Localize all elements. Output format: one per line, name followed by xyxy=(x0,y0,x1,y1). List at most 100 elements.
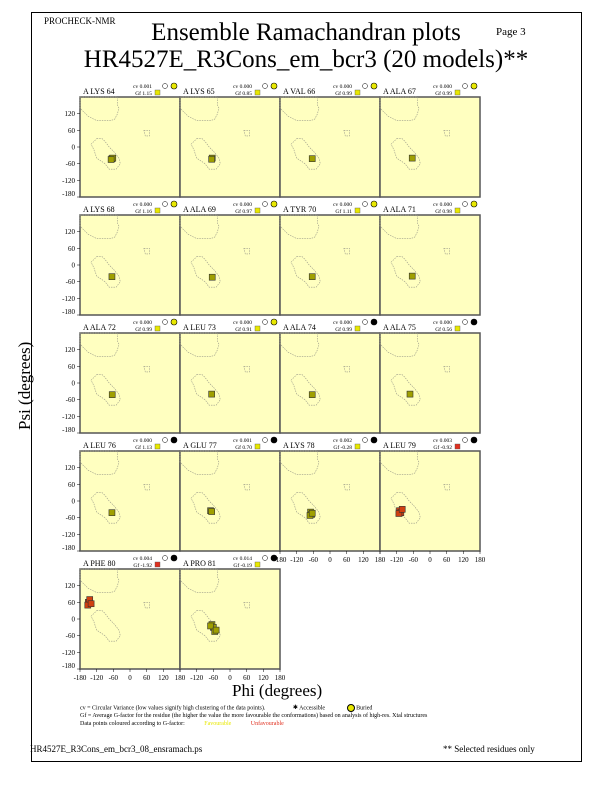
data-point xyxy=(87,600,95,608)
accessible-icon xyxy=(170,554,178,562)
buried-icon xyxy=(370,82,378,90)
panel-background xyxy=(79,96,181,198)
cv-value: cv 0.000 xyxy=(233,202,252,208)
residue-label: A TYR 70 xyxy=(283,205,316,214)
gf-colour-box xyxy=(354,89,361,96)
page-title: Ensemble Ramachandran plots xyxy=(151,19,461,46)
gf-colour-box xyxy=(254,89,261,96)
panel-background xyxy=(379,214,481,316)
x-tick-label: 120 xyxy=(458,556,469,564)
x-tick-label: 60 xyxy=(243,674,251,682)
gf-colour-box xyxy=(254,207,261,214)
gf-value: Gf 0.56 xyxy=(435,326,452,333)
accessible-icon xyxy=(170,436,178,444)
data-point xyxy=(208,273,216,281)
allowed-region-contour xyxy=(390,256,421,288)
y-axis-label: Psi (degrees) xyxy=(15,341,34,430)
x-tick-label: -120 xyxy=(290,556,303,564)
allowed-region-contour xyxy=(243,602,250,609)
y-tick-label: -120 xyxy=(62,177,75,185)
cv-value: cv 0.014 xyxy=(233,556,252,562)
allowed-region-contour xyxy=(443,248,450,255)
data-point xyxy=(408,272,416,280)
clock-icon xyxy=(362,83,368,89)
residue-label: A LYS 68 xyxy=(83,205,115,214)
allowed-region-contour xyxy=(279,450,320,475)
x-tick-label: 60 xyxy=(443,556,451,564)
allowed-region-contour xyxy=(290,492,321,524)
allowed-region-contour xyxy=(390,138,421,170)
data-point xyxy=(107,156,115,163)
x-tick-label: 120 xyxy=(158,674,169,682)
x-tick-label: 0 xyxy=(428,556,432,564)
x-tick-label: -60 xyxy=(109,674,119,682)
gf-colour-box xyxy=(254,561,261,568)
data-point xyxy=(208,508,215,515)
gf-value: Gf 0.98 xyxy=(435,208,452,215)
cv-value: cv 0.000 xyxy=(233,320,252,326)
cv-value: cv 0.000 xyxy=(433,84,452,90)
allowed-region-contour xyxy=(79,214,120,239)
panel-background xyxy=(379,332,481,434)
x-tick-label: 180 xyxy=(475,556,486,564)
x-tick-label: 0 xyxy=(228,674,232,682)
allowed-region-contour xyxy=(90,256,121,288)
data-point xyxy=(308,509,316,517)
gf-value: Gf 1.11 xyxy=(335,208,352,215)
gf-value: Gf 0.85 xyxy=(235,90,252,97)
y-tick-label: 0 xyxy=(72,616,76,624)
x-tick-label: -60 xyxy=(409,556,419,564)
buried-icon xyxy=(270,318,278,326)
y-tick-label: 120 xyxy=(65,228,76,236)
x-tick-label: 180 xyxy=(175,674,186,682)
panel-background xyxy=(179,96,281,198)
y-tick-label: -180 xyxy=(62,308,75,316)
data-point xyxy=(207,622,214,630)
accessible-icon xyxy=(270,554,278,562)
gf-value: Gf -0.28 xyxy=(333,444,352,451)
gf-value: Gf 1.16 xyxy=(135,208,152,215)
x-tick-label: 0 xyxy=(128,674,132,682)
allowed-region-contour xyxy=(279,214,320,239)
data-point xyxy=(308,155,316,162)
panel-background xyxy=(179,214,281,316)
clock-icon xyxy=(162,437,168,443)
data-point xyxy=(395,510,403,517)
allowed-region-contour xyxy=(79,450,120,475)
clock-icon xyxy=(462,201,468,207)
y-tick-label: 120 xyxy=(65,110,76,118)
allowed-region-contour xyxy=(190,256,221,288)
y-tick-label: 60 xyxy=(68,245,76,253)
data-point xyxy=(308,391,316,398)
allowed-region-contour xyxy=(90,138,121,170)
gf-colour-box xyxy=(254,443,261,450)
y-tick-label: -120 xyxy=(62,649,75,657)
y-tick-label: -120 xyxy=(62,295,75,303)
residue-label: A LEU 76 xyxy=(83,441,116,450)
allowed-region-contour xyxy=(290,256,321,288)
page-subtitle: HR4527E_R3Cons_em_bcr3 (20 models)** xyxy=(83,46,529,73)
gf-value: Gf 0.70 xyxy=(235,444,252,451)
panel-background xyxy=(179,568,281,670)
residue-label: A VAL 66 xyxy=(283,87,315,96)
allowed-region-contour xyxy=(290,138,321,170)
y-tick-label: -180 xyxy=(62,190,75,198)
x-tick-label: -120 xyxy=(190,674,203,682)
gf-value: Gf 1.13 xyxy=(135,444,152,451)
data-point xyxy=(108,391,116,398)
x-tick-label: 60 xyxy=(343,556,351,564)
allowed-region-contour xyxy=(343,130,350,137)
gf-value: Gf 1.15 xyxy=(135,90,152,97)
panel-background xyxy=(79,568,181,670)
clock-icon xyxy=(362,201,368,207)
page-number: Page 3 xyxy=(496,26,526,38)
clock-icon xyxy=(362,319,368,325)
residue-label: A ALA 67 xyxy=(383,87,416,96)
residue-label: A PRO 81 xyxy=(183,559,216,568)
cv-value: cv 0.000 xyxy=(333,202,352,208)
panel-background xyxy=(279,450,381,552)
residue-label: A ALA 71 xyxy=(383,205,416,214)
gf-colour-box xyxy=(154,89,161,96)
cv-value: cv 0.000 xyxy=(133,438,152,444)
